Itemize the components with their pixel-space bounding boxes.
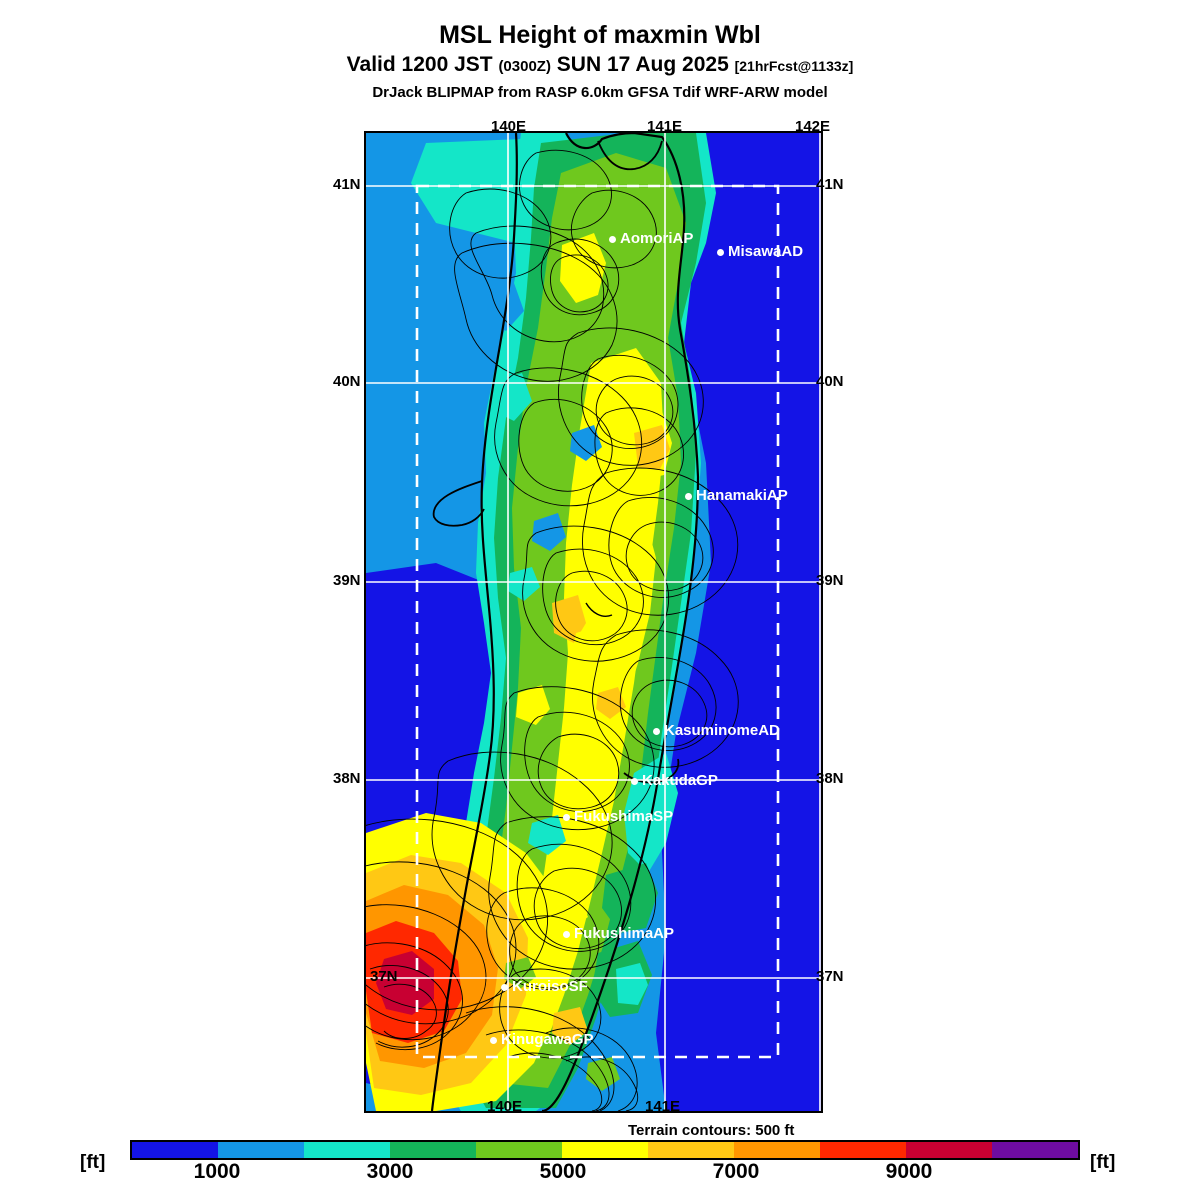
valid-time-utc: (0300Z): [498, 58, 551, 75]
colorbar-tick-1000: 1000: [193, 1160, 241, 1183]
lon-label-top-141E: 141E: [647, 118, 683, 135]
station-label-FukushimaAP: FukushimaAP: [574, 925, 675, 942]
speckle-13: [622, 527, 652, 559]
speckle-1: [516, 685, 550, 725]
page-title: MSL Height of maxmin Wbl: [439, 21, 761, 49]
title-block: MSL Height of maxmin Wbl Valid 1200 JST …: [0, 0, 1200, 103]
forecast-map[interactable]: [364, 131, 823, 1113]
speckle-5: [482, 283, 524, 331]
lat-label-right-39N: 39N: [816, 572, 844, 589]
station-dot-KakudaGP[interactable]: [631, 778, 638, 785]
station-dot-KinugawaGP[interactable]: [490, 1037, 497, 1044]
speckle-7: [572, 625, 610, 667]
station-dot-KasuminomeAD[interactable]: [653, 728, 660, 735]
map-canvas: [366, 133, 821, 1111]
colorbar-tick-9000: 9000: [885, 1160, 933, 1183]
terrain-contour-note: Terrain contours: 500 ft: [628, 1122, 795, 1139]
station-dot-HanamakiAP[interactable]: [685, 493, 692, 500]
lat-label-left-39N: 39N: [333, 572, 361, 589]
speckle-11: [508, 567, 540, 601]
lat-label-right-41N: 41N: [816, 176, 844, 193]
orange-patch-mid: [552, 595, 586, 643]
colorbar-band-2: [304, 1142, 390, 1158]
speckle-6: [490, 373, 532, 421]
station-dot-FukushimaAP[interactable]: [563, 931, 570, 938]
colorbar-band-8: [820, 1142, 906, 1158]
station-label-KinugawaGP: KinugawaGP: [501, 1031, 594, 1048]
coastline-oga: [432, 480, 485, 527]
lon-label-bottom-140E: 140E: [487, 1098, 523, 1115]
station-label-KakudaGP: KakudaGP: [642, 772, 718, 789]
station-dot-KuroisoSF[interactable]: [501, 984, 508, 991]
colorbar-band-10: [992, 1142, 1078, 1158]
station-label-HanamakiAP: HanamakiAP: [696, 487, 788, 504]
speckle-10: [532, 513, 566, 551]
coastline-ria: [585, 602, 613, 617]
colorbar[interactable]: [130, 1140, 1080, 1160]
colorbar-tick-7000: 7000: [712, 1160, 760, 1183]
colorbar-unit-left: [ft]: [80, 1152, 106, 1173]
coast-teal-fukushima: [616, 963, 648, 1005]
lat-label-right-37N: 37N: [816, 968, 844, 985]
valid-time-prefix: Valid 1200 JST: [346, 53, 499, 76]
model-line: DrJack BLIPMAP from RASP 6.0km GFSA Tdif…: [372, 84, 828, 101]
pacific-deepblue: [656, 133, 821, 1111]
lon-label-top-142E: 142E: [795, 118, 831, 135]
lon-label-top-140E: 140E: [491, 118, 527, 135]
station-dot-AomoriAP[interactable]: [609, 236, 616, 243]
coastline-west: [430, 133, 518, 1111]
valid-date: SUN 17 Aug 2025: [550, 53, 735, 76]
lat-label-left-37N: 37N: [370, 968, 398, 985]
colorbar-tick-3000: 3000: [366, 1160, 414, 1183]
coastline-east: [541, 133, 700, 1111]
colorbar-band-0: [132, 1142, 218, 1158]
sw-darkred-core: [376, 951, 434, 1015]
lat-label-right-40N: 40N: [816, 373, 844, 390]
colorbar-band-5: [562, 1142, 648, 1158]
colorbar-tick-5000: 5000: [539, 1160, 587, 1183]
colorbar-band-7: [734, 1142, 820, 1158]
colorbar-unit-right: [ft]: [1090, 1152, 1116, 1173]
lat-label-right-38N: 38N: [816, 770, 844, 787]
station-label-KasuminomeAD: KasuminomeAD: [664, 722, 780, 739]
speckle-3: [528, 815, 566, 855]
colorbar-band-6: [648, 1142, 734, 1158]
station-label-FukushimaSP: FukushimaSP: [574, 808, 674, 825]
station-dot-MisawaAD[interactable]: [717, 249, 724, 256]
coastline-mutsubay: [597, 140, 663, 171]
valid-time-line: Valid 1200 JST (0300Z) SUN 17 Aug 2025 […: [0, 52, 1200, 80]
lat-label-left-40N: 40N: [333, 373, 361, 390]
lat-label-left-38N: 38N: [333, 770, 361, 787]
lon-label-bottom-141E: 141E: [645, 1098, 681, 1115]
speckle-8: [614, 595, 648, 633]
station-dot-FukushimaSP[interactable]: [563, 814, 570, 821]
colorbar-band-4: [476, 1142, 562, 1158]
station-label-KuroisoSF: KuroisoSF: [512, 978, 588, 995]
speckle-4: [552, 1007, 588, 1045]
colorbar-band-9: [906, 1142, 992, 1158]
colorbar-band-1: [218, 1142, 304, 1158]
station-label-MisawaAD: MisawaAD: [728, 243, 804, 260]
terrain-contours: [366, 149, 739, 1111]
lat-label-left-41N: 41N: [333, 176, 361, 193]
colorbar-band-3: [390, 1142, 476, 1158]
yellow-patch-aomori: [560, 233, 606, 303]
speckle-12: [596, 687, 626, 719]
domain-boundary: [415, 184, 780, 1059]
forecast-tag: [21hrFcst@1133z]: [734, 58, 854, 74]
station-label-AomoriAP: AomoriAP: [620, 230, 694, 247]
